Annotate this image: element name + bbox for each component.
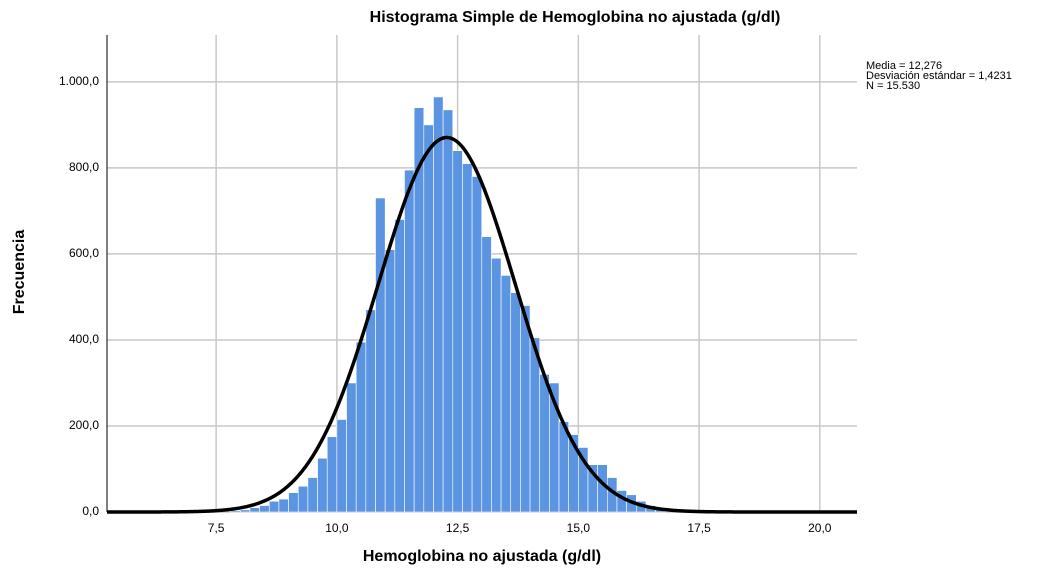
x-tick-label: 10,0 xyxy=(325,521,349,535)
bar xyxy=(326,436,338,513)
bar xyxy=(539,374,550,513)
bar xyxy=(249,507,260,513)
stat-line: Media = 12,276 xyxy=(866,60,942,72)
bar xyxy=(307,477,318,513)
bar xyxy=(239,509,251,513)
bar xyxy=(278,498,289,513)
x-tick-label: 15,0 xyxy=(567,521,591,535)
y-tick-label: 400,0 xyxy=(69,332,99,346)
bar xyxy=(433,96,444,513)
bar xyxy=(317,457,328,513)
y-tick-label: 1.000,0 xyxy=(59,74,99,88)
bar xyxy=(384,249,396,513)
bar xyxy=(355,341,367,513)
bar xyxy=(520,305,531,513)
x-tick-label: 17,5 xyxy=(687,521,711,535)
bar xyxy=(297,485,309,513)
y-tick-label: 0,0 xyxy=(82,504,99,518)
bar xyxy=(491,257,502,513)
bar xyxy=(442,109,454,513)
bar xyxy=(346,382,357,513)
x-tick-label: 7,5 xyxy=(208,521,225,535)
bar xyxy=(375,197,386,513)
bar xyxy=(423,124,434,513)
bar xyxy=(510,292,521,513)
bar xyxy=(500,275,512,513)
y-tick-label: 600,0 xyxy=(69,246,99,260)
bar xyxy=(452,150,463,513)
bar xyxy=(394,219,405,513)
bar xyxy=(529,337,541,513)
y-axis-label: Frecuencia xyxy=(11,230,28,315)
bar xyxy=(259,505,270,513)
stat-line: N = 15.530 xyxy=(866,80,920,92)
normal-curve xyxy=(107,135,857,514)
bar xyxy=(365,309,376,513)
bar xyxy=(471,176,483,513)
bar xyxy=(481,236,492,513)
y-tick-label: 200,0 xyxy=(69,418,99,432)
bar xyxy=(336,419,347,513)
chart-title: Histograma Simple de Hemoglobina no ajus… xyxy=(370,9,781,26)
x-tick-label: 20,0 xyxy=(808,521,832,535)
x-axis-label: Hemoglobina no ajustada (g/dl) xyxy=(363,548,601,565)
x-tick-label: 12,5 xyxy=(446,521,470,535)
bar xyxy=(462,163,473,513)
bar xyxy=(268,500,280,513)
bar xyxy=(288,492,299,513)
bar xyxy=(404,169,415,513)
y-tick-label: 800,0 xyxy=(69,160,99,174)
stat-line: Desviación estándar = 1,4231 xyxy=(866,70,1012,82)
